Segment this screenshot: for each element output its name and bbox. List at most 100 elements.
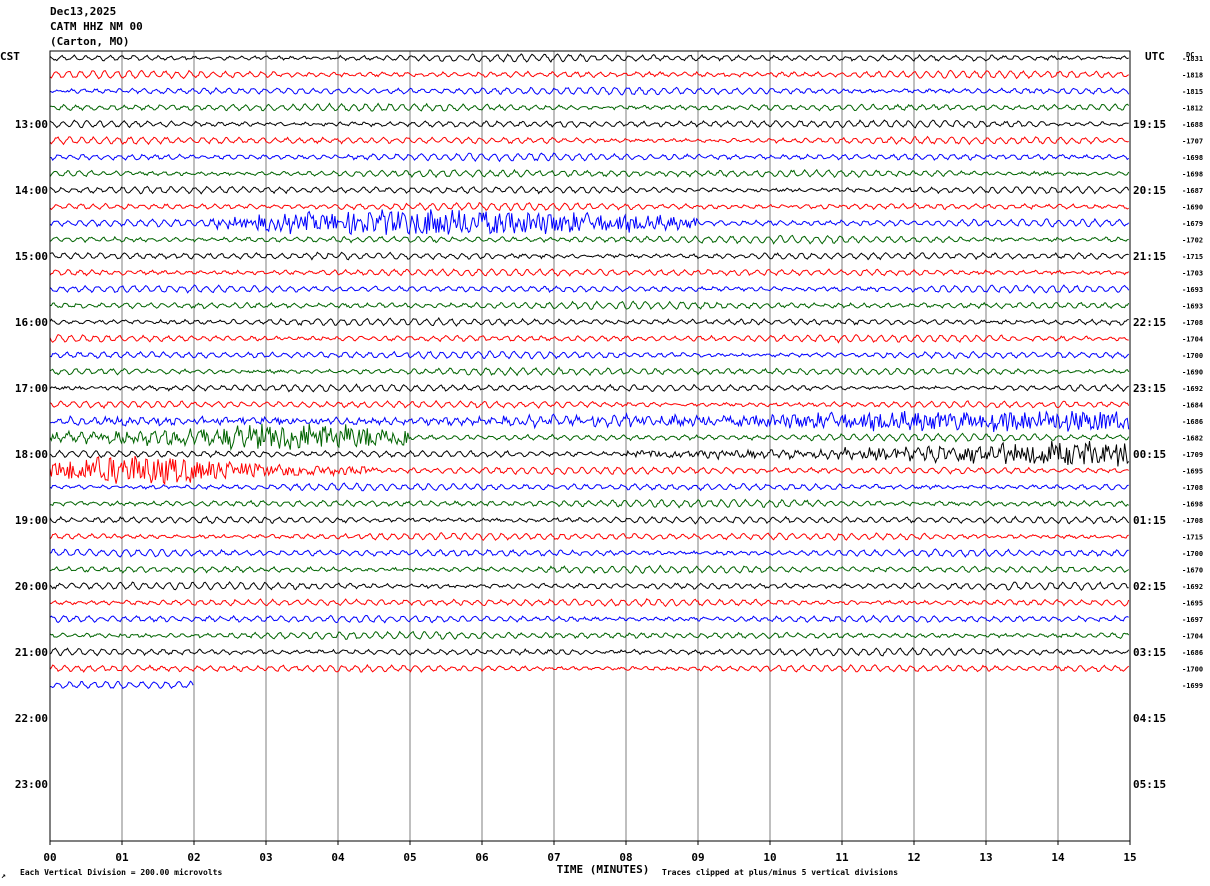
dc-offset-label: -1679 — [1182, 220, 1203, 228]
utc-hour-label: 22:15 — [1133, 316, 1166, 329]
dc-offset-label: -1818 — [1182, 72, 1203, 80]
seismogram-trace — [49, 441, 1130, 467]
dc-offset-label: -1704 — [1182, 633, 1203, 641]
dc-offset-label: -1708 — [1182, 484, 1203, 492]
axis-label-group: -1831 -1818 -1815 -1812 -1688 -1707 -1698 -1698… — [0, 50, 1203, 880]
x-tick-label: 01 — [115, 851, 129, 864]
x-axis-title: TIME (MINUTES) — [557, 863, 650, 876]
seismogram-trace — [49, 564, 1129, 575]
dc-offset-label: -1687 — [1182, 187, 1203, 195]
seismogram-trace — [49, 532, 1129, 541]
dc-offset-label: -1700 — [1182, 352, 1203, 360]
seismogram-trace — [49, 663, 1130, 673]
utc-hour-label: 19:15 — [1133, 118, 1166, 131]
cst-hour-label: 14:00 — [15, 184, 48, 197]
seismogram-trace — [50, 102, 1130, 112]
x-tick-label: 02 — [187, 851, 200, 864]
dc-offset-label: -1698 — [1182, 171, 1203, 179]
cst-hour-label: 18:00 — [15, 448, 48, 461]
dc-offset-label: -1697 — [1182, 616, 1203, 624]
utc-hour-label: 02:15 — [1133, 580, 1166, 593]
utc-hour-label: 23:15 — [1133, 382, 1166, 395]
dc-offset-label: -1698 — [1182, 154, 1203, 162]
cst-hour-label: 17:00 — [15, 382, 48, 395]
seismogram-trace — [49, 209, 1130, 236]
utc-hour-label: 01:15 — [1133, 514, 1166, 527]
utc-hour-label: 20:15 — [1133, 184, 1166, 197]
seismogram-trace — [49, 383, 1129, 393]
plot-frame — [49, 50, 1131, 842]
seismogram-trace — [49, 152, 1130, 163]
dc-offset-label: -1692 — [1182, 583, 1203, 591]
clip-note: Traces clipped at plus/minus 5 vertical … — [662, 867, 898, 877]
dc-offset-label: -1708 — [1182, 319, 1203, 327]
header-station: CATM HHZ NM 00 — [50, 20, 143, 33]
dc-offset-label: -1703 — [1182, 270, 1203, 278]
dc-offset-label: -1709 — [1182, 451, 1203, 459]
seismogram-trace — [50, 498, 1129, 509]
dc-offset-label: -1815 — [1182, 88, 1203, 96]
x-tick-label: 15 — [1123, 851, 1136, 864]
seismogram-trace — [49, 119, 1129, 129]
plot-grid — [121, 51, 1059, 841]
seismogram-trace — [49, 399, 1130, 410]
seismogram-trace — [49, 69, 1129, 80]
dc-offset-label: -1688 — [1182, 121, 1203, 129]
seismogram-trace — [49, 614, 1129, 624]
seismogram-trace — [49, 185, 1130, 195]
seismogram-trace — [49, 300, 1130, 310]
dc-offset-label: -1831 — [1182, 55, 1203, 63]
utc-hour-label: 03:15 — [1133, 646, 1166, 659]
cst-hour-label: 22:00 — [15, 712, 48, 725]
header-date: Dec13,2025 — [50, 5, 117, 18]
dc-offset-label: -1704 — [1182, 336, 1203, 344]
seismogram-trace — [49, 646, 1130, 657]
x-tick-label: 08 — [619, 851, 632, 864]
dc-offset-label: -1693 — [1182, 286, 1203, 294]
dc-offset-label: -1670 — [1182, 567, 1203, 575]
utc-hour-label: 05:15 — [1133, 778, 1166, 791]
dc-offset-label: -1686 — [1182, 418, 1203, 426]
seismogram-trace — [49, 201, 1129, 212]
seismogram-trace — [49, 366, 1130, 377]
x-tick-label: 14 — [1051, 851, 1065, 864]
seismogram-trace — [49, 268, 1130, 277]
seismogram-trace — [49, 515, 1130, 525]
header-location: (Carton, MO) — [50, 35, 130, 48]
dc-offset-label: -1700 — [1182, 666, 1203, 674]
x-tick-label: 04 — [331, 851, 345, 864]
seismogram-trace — [49, 423, 1130, 452]
seismogram-trace — [49, 234, 1129, 245]
x-tick-label: 12 — [907, 851, 920, 864]
seismogram-trace — [49, 410, 1130, 433]
cst-hour-label: 19:00 — [15, 514, 48, 527]
x-tick-label: 09 — [691, 851, 704, 864]
dc-offset-label: -1692 — [1182, 385, 1203, 393]
dc-offset-label: -1686 — [1182, 649, 1203, 657]
dc-offset-label: -1695 — [1182, 600, 1203, 608]
utc-hour-label: 00:15 — [1133, 448, 1166, 461]
dc-offset-label: -1715 — [1182, 253, 1203, 261]
cst-hour-label: 23:00 — [15, 778, 48, 791]
seismogram-trace — [49, 482, 1129, 492]
cst-hour-label: 21:00 — [15, 646, 48, 659]
dc-offset-label: -1682 — [1182, 435, 1203, 443]
dc-offset-label: -1699 — [1182, 682, 1203, 690]
seismogram-trace — [49, 333, 1129, 344]
seismogram-trace — [49, 135, 1129, 146]
seismogram-trace — [49, 630, 1130, 640]
x-tick-label: 00 — [43, 851, 56, 864]
dc-offset-label: -1690 — [1182, 369, 1203, 377]
corner-mark-icon: ↗ — [1, 871, 6, 880]
x-tick-label: 03 — [259, 851, 272, 864]
dc-offset-label: -1708 — [1182, 517, 1203, 525]
dc-offset-label: -1715 — [1182, 534, 1203, 542]
cst-axis-title: CST — [0, 50, 20, 63]
seismogram-trace — [49, 350, 1130, 360]
cst-hour-label: 13:00 — [15, 118, 48, 131]
seismogram-trace — [49, 581, 1129, 591]
x-tick-label: 05 — [403, 851, 416, 864]
cst-hour-label: 15:00 — [15, 250, 48, 263]
trace-group — [49, 53, 1130, 690]
